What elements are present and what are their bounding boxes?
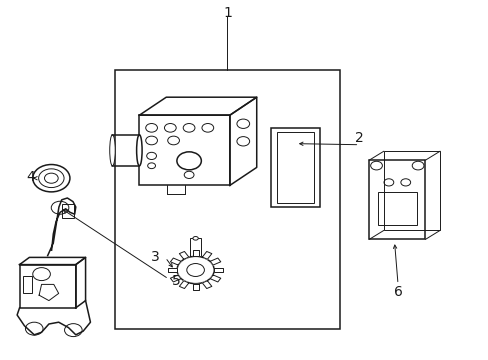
Text: 5: 5 bbox=[171, 274, 180, 288]
Polygon shape bbox=[179, 281, 188, 288]
Text: 6: 6 bbox=[393, 285, 402, 298]
Text: 2: 2 bbox=[354, 131, 363, 144]
Text: 1: 1 bbox=[223, 6, 231, 19]
Bar bbox=[383, 151, 439, 230]
Bar bbox=[190, 238, 201, 256]
Bar bbox=[139, 115, 229, 185]
Bar bbox=[20, 265, 76, 308]
Polygon shape bbox=[170, 258, 181, 265]
Polygon shape bbox=[202, 252, 211, 259]
Bar bbox=[23, 276, 32, 293]
Bar bbox=[271, 128, 320, 207]
Ellipse shape bbox=[109, 135, 115, 166]
Polygon shape bbox=[168, 268, 177, 272]
Ellipse shape bbox=[136, 135, 142, 166]
Text: 4: 4 bbox=[26, 170, 35, 184]
Polygon shape bbox=[202, 281, 211, 288]
Polygon shape bbox=[210, 258, 220, 265]
Bar bbox=[277, 132, 314, 203]
Polygon shape bbox=[179, 252, 188, 259]
Circle shape bbox=[44, 173, 58, 183]
Ellipse shape bbox=[192, 237, 198, 240]
Polygon shape bbox=[170, 275, 181, 282]
Polygon shape bbox=[192, 284, 198, 290]
Bar bbox=[377, 192, 416, 225]
Polygon shape bbox=[210, 275, 220, 282]
Bar bbox=[61, 204, 74, 218]
Polygon shape bbox=[39, 284, 59, 301]
Polygon shape bbox=[192, 250, 198, 256]
Polygon shape bbox=[214, 268, 223, 272]
Bar bbox=[368, 160, 425, 239]
Text: 3: 3 bbox=[151, 251, 160, 264]
Bar bbox=[115, 70, 339, 329]
